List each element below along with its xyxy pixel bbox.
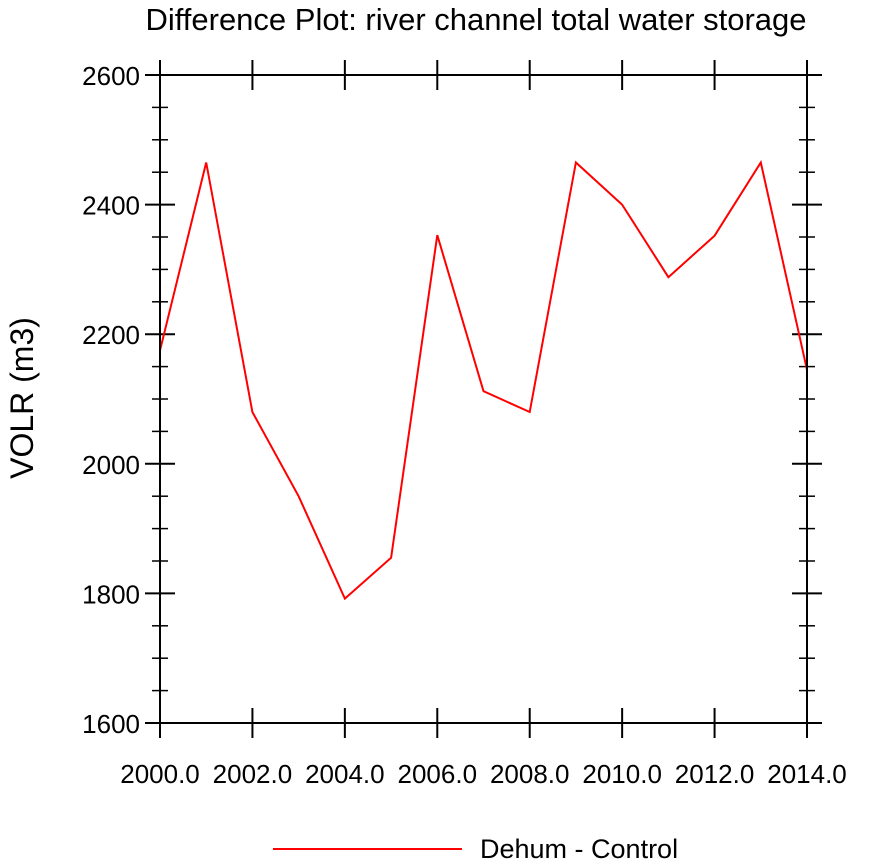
minor-ticks [152, 106, 815, 692]
x-tick-label: 2014.0 [767, 759, 847, 789]
y-tick-label: 1800 [82, 579, 140, 609]
x-tick-label: 2006.0 [398, 759, 478, 789]
y-tick-label: 2200 [82, 320, 140, 350]
legend: Dehum - Control [273, 834, 678, 861]
x-tick-label: 2012.0 [675, 759, 755, 789]
x-tick-label: 2010.0 [582, 759, 662, 789]
y-tick-label: 2400 [82, 191, 140, 221]
x-tick-label: 2002.0 [213, 759, 293, 789]
x-tick-label: 2004.0 [305, 759, 385, 789]
plot-frame [159, 74, 808, 724]
y-axis-label: VOLR (m3) [4, 317, 40, 479]
y-tick-label: 2600 [82, 61, 140, 91]
y-tick-label: 1600 [82, 709, 140, 739]
x-tick-label: 2008.0 [490, 759, 570, 789]
x-tick-label: 2000.0 [120, 759, 200, 789]
series-line [159, 159, 808, 601]
y-tick-label: 2000 [82, 450, 140, 480]
series-layer [159, 159, 808, 601]
y-tick-labels: 1600 1800 2000 2200 2400 2600 [82, 61, 140, 739]
major-ticks [145, 60, 822, 738]
x-tick-labels: 2000.0 2002.0 2004.0 2006.0 2008.0 2010.0 2012… [120, 759, 847, 789]
chart-title: Difference Plot: river channel total wat… [145, 2, 806, 37]
legend-label: Dehum - Control [480, 834, 678, 861]
